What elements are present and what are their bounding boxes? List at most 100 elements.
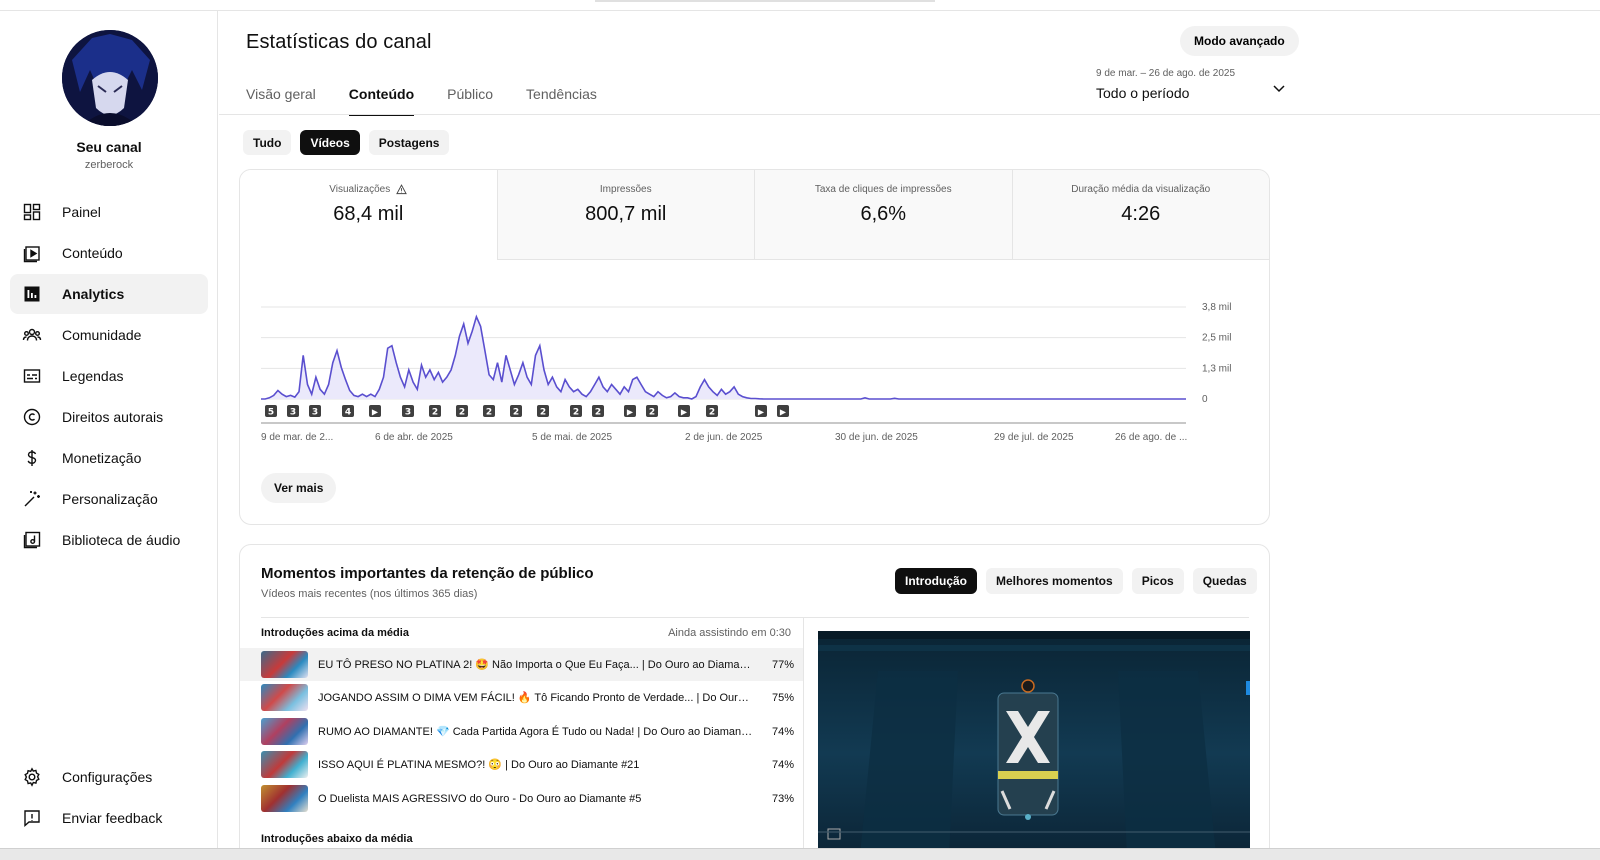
chip-quedas[interactable]: Quedas <box>1192 568 1257 594</box>
video-marker[interactable]: ▶ <box>369 405 381 417</box>
metric-duracao-media[interactable]: Duração média da visualização 4:26 <box>1012 170 1269 260</box>
chip-picos[interactable]: Picos <box>1131 568 1184 594</box>
video-marker[interactable]: 2 <box>429 405 441 418</box>
sidebar-item-direitos-autorais[interactable]: Direitos autorais <box>10 397 208 437</box>
video-percent: 74% <box>771 758 794 771</box>
list-item[interactable]: EU TÔ PRESO NO PLATINA 2! 🤩 Não Importa … <box>240 648 803 681</box>
retention-chips: Introdução Melhores momentos Picos Queda… <box>895 568 1266 594</box>
sidebar-item-enviar-feedback[interactable]: Enviar feedback <box>10 798 208 838</box>
svg-text:2: 2 <box>513 408 519 418</box>
chip-tudo[interactable]: Tudo <box>243 130 292 155</box>
video-marker[interactable]: 3 <box>402 405 414 418</box>
video-marker[interactable]: 2 <box>537 405 549 418</box>
sidebar-item-label: Conteúdo <box>62 245 123 261</box>
period-text: Todo o período <box>1096 85 1190 101</box>
video-marker[interactable]: 5 <box>265 405 277 418</box>
metric-label: Impressões <box>599 184 652 195</box>
column-divider <box>803 618 804 860</box>
video-marker[interactable]: 2 <box>592 405 604 418</box>
video-marker[interactable]: 2 <box>483 405 495 418</box>
bottom-scrollbar[interactable] <box>0 848 1600 860</box>
retention-title: Momentos importantes da retenção de públ… <box>261 565 594 582</box>
tab-publico[interactable]: Público <box>447 86 494 102</box>
metric-ctr[interactable]: Taxa de cliques de impressões 6,6% <box>755 170 1013 260</box>
warning-icon <box>396 184 408 195</box>
x-tick-label: 26 de ago. de ... <box>1115 432 1187 443</box>
magic-wand-icon <box>22 489 42 509</box>
sidebar-item-label: Monetização <box>62 450 142 466</box>
sidebar-item-painel[interactable]: Painel <box>10 192 208 232</box>
x-tick-label: 6 de abr. de 2025 <box>375 432 453 443</box>
sidebar-item-label: Biblioteca de áudio <box>62 532 181 548</box>
video-marker[interactable]: ▶ <box>624 405 636 417</box>
list-item[interactable]: JOGANDO ASSIM O DIMA VEM FÁCIL! 🔥 Tô Fic… <box>240 681 803 714</box>
sidebar-item-comunidade[interactable]: Comunidade <box>10 315 208 355</box>
audio-library-icon <box>22 530 42 550</box>
video-marker[interactable]: 2 <box>456 405 468 418</box>
dollar-icon <box>22 448 42 468</box>
views-chart-container: 3,8 mil 2,5 mil 1,3 mil 0 5 3 3 4 ▶ 3 2 2 2 2 2 2 2 ▶ 2 ▶ 2 ▶… <box>240 260 1269 460</box>
sidebar-item-label: Comunidade <box>62 327 142 343</box>
chip-melhores-momentos[interactable]: Melhores momentos <box>986 568 1123 594</box>
svg-text:▶: ▶ <box>758 408 765 417</box>
svg-text:3: 3 <box>290 408 296 418</box>
metric-impressoes[interactable]: Impressões 800,7 mil <box>497 170 755 260</box>
tab-conteudo[interactable]: Conteúdo <box>348 86 415 116</box>
sidebar-item-conteudo[interactable]: Conteúdo <box>10 233 208 273</box>
analytics-icon <box>22 284 42 304</box>
list-item[interactable]: ISSO AQUI É PLATINA MESMO?! 😳 | Do Ouro … <box>240 748 803 781</box>
video-preview[interactable] <box>818 631 1250 860</box>
tab-visao-geral[interactable]: Visão geral <box>246 86 316 102</box>
chip-postagens[interactable]: Postagens <box>368 130 450 155</box>
chart-line <box>261 314 1186 400</box>
video-marker[interactable]: 2 <box>646 405 658 418</box>
date-range-picker[interactable]: 9 de mar. – 26 de ago. de 2025 Todo o pe… <box>1096 68 1296 101</box>
list-item[interactable]: RUMO AO DIAMANTE! 💎 Cada Partida Agora É… <box>240 715 803 748</box>
sidebar-item-analytics[interactable]: Analytics <box>10 274 208 314</box>
video-marker[interactable]: 2 <box>706 405 718 418</box>
video-marker[interactable]: ▶ <box>755 405 767 417</box>
sidebar-item-personalizacao[interactable]: Personalização <box>10 479 208 519</box>
svg-text:▶: ▶ <box>372 408 379 417</box>
metric-visualizacoes[interactable]: Visualizações 68,4 mil <box>240 170 498 260</box>
svg-text:2: 2 <box>649 408 655 418</box>
video-marker[interactable]: 3 <box>309 405 321 418</box>
views-chart: 3,8 mil 2,5 mil 1,3 mil 0 5 3 3 4 ▶ 3 2 2 2 2 2 2 2 ▶ 2 ▶ 2 ▶… <box>261 302 1231 443</box>
svg-text:2: 2 <box>459 408 465 418</box>
copyright-icon <box>22 407 42 427</box>
svg-text:5: 5 <box>268 408 274 418</box>
svg-text:2: 2 <box>486 408 492 418</box>
sidebar-item-monetizacao[interactable]: Monetização <box>10 438 208 478</box>
sidebar-item-legendas[interactable]: Legendas <box>10 356 208 396</box>
advanced-mode-button[interactable]: Modo avançado <box>1180 26 1299 56</box>
channel-avatar[interactable] <box>62 30 158 126</box>
sidebar-item-configuracoes[interactable]: Configurações <box>10 757 208 797</box>
video-thumbnail <box>261 651 308 678</box>
video-marker[interactable]: 2 <box>570 405 582 418</box>
metric-value: 6,6% <box>860 203 907 225</box>
video-marker[interactable]: 2 <box>510 405 522 418</box>
video-marker[interactable]: ▶ <box>678 405 690 417</box>
sidebar-item-biblioteca-audio[interactable]: Biblioteca de áudio <box>10 520 208 560</box>
video-thumbnail <box>261 751 308 778</box>
video-marker[interactable]: 4 <box>342 405 354 418</box>
video-percent: 74% <box>771 725 794 738</box>
video-title: RUMO AO DIAMANTE! 💎 Cada Partida Agora É… <box>318 726 753 738</box>
svg-text:4: 4 <box>345 408 351 418</box>
video-marker[interactable]: ▶ <box>777 405 789 417</box>
chip-videos[interactable]: Vídeos <box>300 130 360 155</box>
metric-label: Visualizações <box>329 184 391 195</box>
sidebar-bottom-nav: Configurações Enviar feedback <box>10 757 208 839</box>
list-item[interactable]: O Duelista MAIS AGRESSIVO do Ouro - Do O… <box>240 782 803 815</box>
video-marker[interactable]: 3 <box>287 405 299 418</box>
see-more-button[interactable]: Ver mais <box>261 473 337 503</box>
video-thumbnail <box>261 785 308 812</box>
header-divider <box>219 114 1600 115</box>
video-percent: 73% <box>771 792 794 805</box>
chip-introducao[interactable]: Introdução <box>895 568 977 594</box>
svg-text:2: 2 <box>709 408 715 418</box>
y-tick-label: 0 <box>1202 394 1208 405</box>
metric-value: 68,4 mil <box>333 203 404 225</box>
tab-tendencias[interactable]: Tendências <box>526 86 597 102</box>
